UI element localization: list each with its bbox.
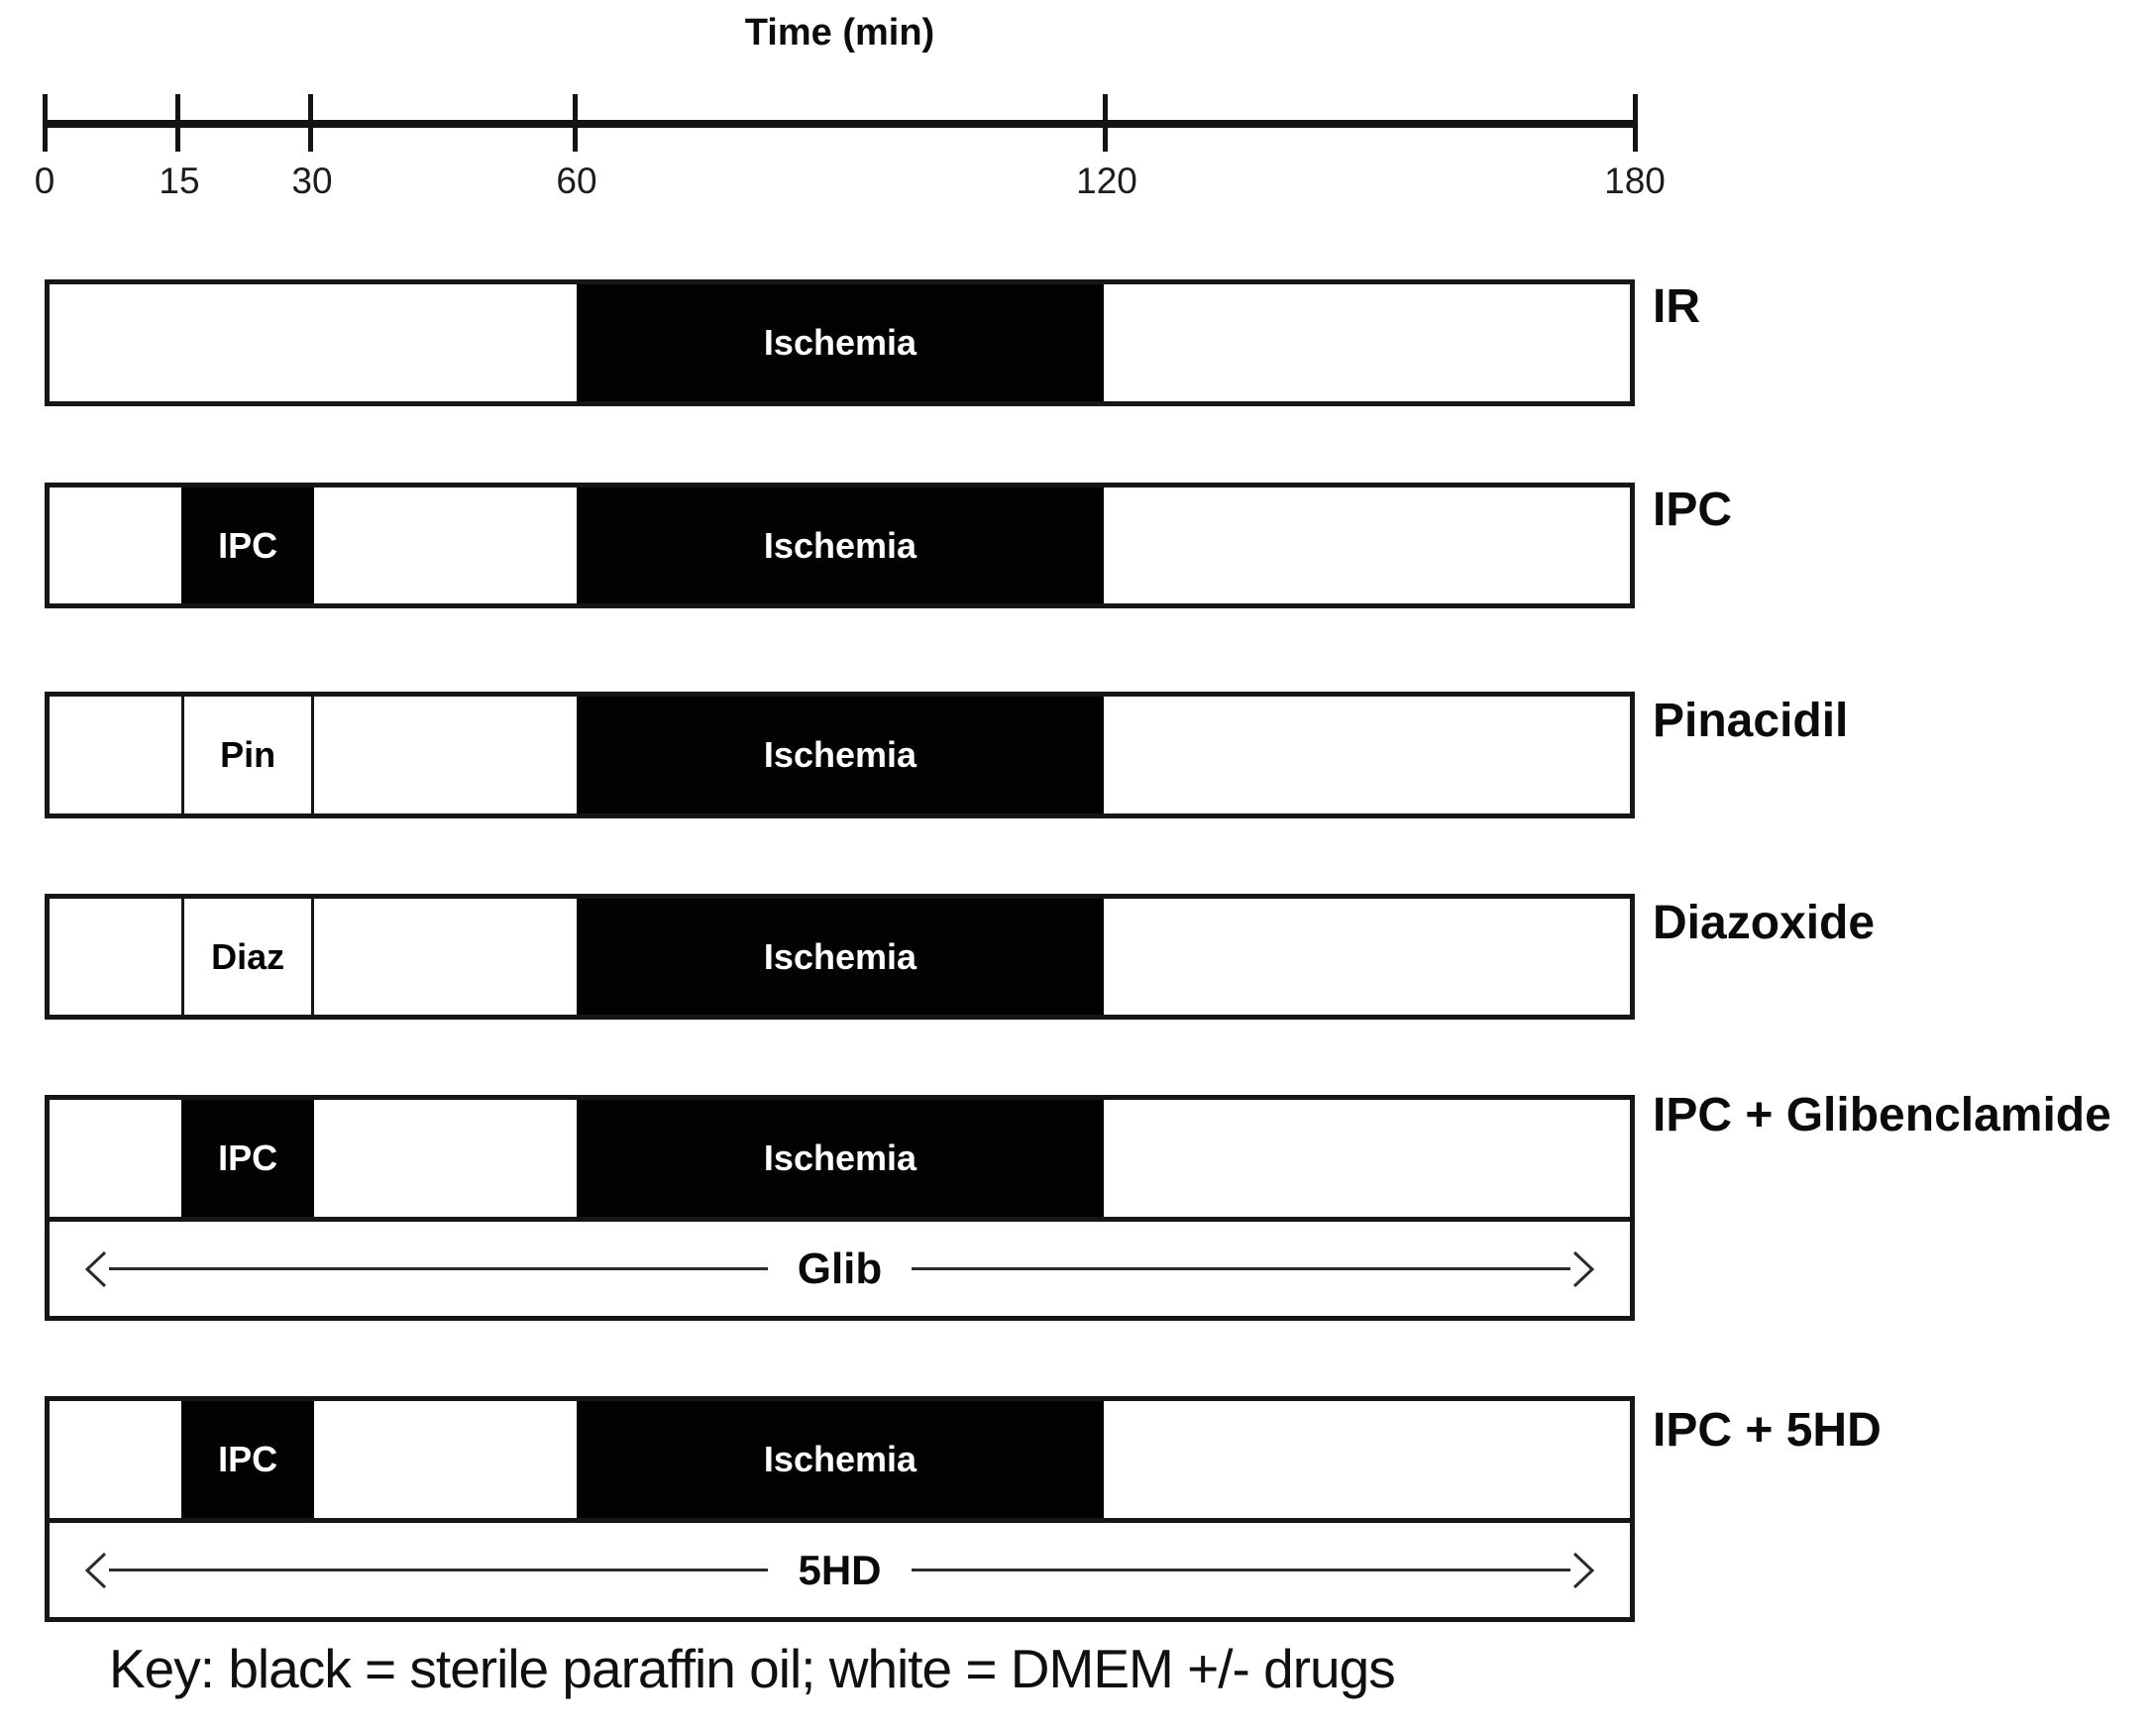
arrow-left-head-icon xyxy=(84,1250,107,1287)
diazoxide-segment: Diaz xyxy=(181,899,315,1015)
arrow-right-head-icon xyxy=(1572,1552,1595,1588)
axis-tick-15 xyxy=(175,94,180,152)
axis-tick-label-120: 120 xyxy=(1076,161,1137,201)
drug-strip: 5HD xyxy=(50,1523,1630,1617)
arrow-line-left xyxy=(109,1267,768,1270)
fivehd-duration-arrow: 5HD xyxy=(83,1547,1596,1594)
row-label-diazoxide: Diazoxide xyxy=(1653,897,1876,949)
arrow-line-right xyxy=(911,1569,1570,1571)
glib-label: Glib xyxy=(797,1244,883,1293)
ipc-segment: IPC xyxy=(181,1100,315,1217)
pinacidil-segment: Pin xyxy=(181,697,315,813)
ischemia-segment: Ischemia xyxy=(576,1401,1105,1518)
row-label-ir: IR xyxy=(1653,280,1700,333)
timeline-bar-ipc-5hd: IPC Ischemia 5HD xyxy=(45,1396,1635,1622)
ipc-segment: IPC xyxy=(181,487,315,603)
ipc-segment: IPC xyxy=(181,1401,315,1518)
ischemia-label: Ischemia xyxy=(763,935,917,977)
timeline-bar-ir: Ischemia xyxy=(45,279,1635,406)
row-label-ipc-glibenclamide: IPC + Glibenclamide xyxy=(1653,1089,2111,1141)
timeline-bar-ipc: IPC Ischemia xyxy=(45,483,1635,608)
axis-tick-label-0: 0 xyxy=(34,161,55,201)
drug-strip: Glib xyxy=(50,1222,1630,1316)
row-label-ipc-5hd: IPC + 5HD xyxy=(1653,1404,1882,1457)
row-label-ipc: IPC xyxy=(1653,484,1733,536)
arrow-line-left xyxy=(109,1569,769,1571)
pinacidil-segment-label: Pin xyxy=(220,734,276,775)
ischemia-segment: Ischemia xyxy=(576,487,1105,603)
axis-tick-180 xyxy=(1633,94,1638,152)
arrow-left-head-icon xyxy=(84,1552,107,1588)
axis-tick-30 xyxy=(308,94,313,152)
axis-title: Time (min) xyxy=(744,12,935,54)
axis-tick-60 xyxy=(573,94,578,152)
ischemia-label: Ischemia xyxy=(763,322,917,363)
ischemia-label: Ischemia xyxy=(763,524,917,566)
timeline-bar-pinacidil: Pin Ischemia xyxy=(45,692,1635,818)
axis-line xyxy=(45,120,1635,128)
timeline-strip: IPC Ischemia xyxy=(50,1401,1630,1523)
ischemia-segment: Ischemia xyxy=(576,899,1105,1015)
ipc-segment-label: IPC xyxy=(218,524,278,566)
ipc-segment-label: IPC xyxy=(218,1137,278,1178)
figure-key: Key: black = sterile paraffin oil; white… xyxy=(109,1638,1396,1699)
timeline-strip: IPC Ischemia xyxy=(50,1100,1630,1222)
axis-tick-0 xyxy=(43,94,48,152)
timeline-bar-diazoxide: Diaz Ischemia xyxy=(45,894,1635,1020)
arrow-right-head-icon xyxy=(1572,1250,1595,1287)
row-label-pinacidil: Pinacidil xyxy=(1653,695,1849,747)
ischemia-label: Ischemia xyxy=(763,734,917,775)
axis-tick-label-15: 15 xyxy=(159,161,200,201)
ipc-segment-label: IPC xyxy=(218,1439,278,1479)
glib-duration-arrow: Glib xyxy=(83,1245,1596,1294)
axis-tick-120 xyxy=(1103,94,1108,152)
arrow-line-right xyxy=(912,1267,1570,1270)
diazoxide-segment-label: Diaz xyxy=(211,935,285,977)
timeline-bar-ipc-glibenclamide: IPC Ischemia Glib xyxy=(45,1095,1635,1321)
fivehd-label: 5HD xyxy=(798,1546,882,1593)
axis-tick-label-180: 180 xyxy=(1604,161,1666,201)
ischemia-label: Ischemia xyxy=(763,1439,917,1479)
axis-tick-label-30: 30 xyxy=(291,161,333,201)
ischemia-label: Ischemia xyxy=(763,1137,917,1178)
ischemia-segment: Ischemia xyxy=(576,284,1105,401)
ischemia-segment: Ischemia xyxy=(576,697,1105,813)
axis-tick-label-60: 60 xyxy=(556,161,597,201)
ischemia-segment: Ischemia xyxy=(576,1100,1105,1217)
